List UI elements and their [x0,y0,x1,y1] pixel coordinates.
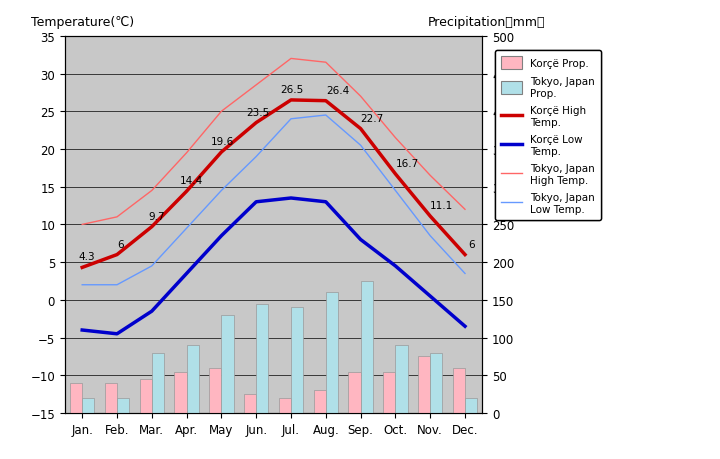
Text: 6: 6 [117,239,124,249]
Bar [395,345,408,413]
Text: 4.3: 4.3 [78,252,95,262]
Bar [314,391,325,413]
Bar [174,372,186,413]
Legend: Korçë Prop., Tokyo, Japan
Prop., Korçë High
Temp., Korçë Low
Temp., Tokyo, Japan: Korçë Prop., Tokyo, Japan Prop., Korçë H… [495,51,601,220]
Bar [105,383,117,413]
Text: 19.6: 19.6 [211,137,234,146]
Bar [418,357,430,413]
Bar [453,368,465,413]
Text: 22.7: 22.7 [361,113,384,123]
Bar [117,398,129,413]
Bar [222,315,233,413]
Bar [210,368,221,413]
Bar [70,383,82,413]
Text: 9.7: 9.7 [148,211,165,221]
Bar [152,353,164,413]
Bar [82,398,94,413]
Bar [140,379,152,413]
Bar [325,293,338,413]
Text: 6: 6 [469,239,475,249]
Bar [186,345,199,413]
Bar [348,372,361,413]
Bar [291,308,303,413]
Bar [383,372,395,413]
Text: Precipitation（mm）: Precipitation（mm） [428,16,545,29]
Bar [431,353,442,413]
Bar [361,281,373,413]
Bar [244,394,256,413]
Text: 11.1: 11.1 [431,201,454,211]
Bar [256,304,269,413]
Bar [279,398,291,413]
Text: Temperature(℃): Temperature(℃) [32,16,135,29]
Text: 23.5: 23.5 [246,107,269,117]
Text: 14.4: 14.4 [180,176,203,186]
Bar [465,398,477,413]
Text: 26.5: 26.5 [281,85,304,95]
Text: 16.7: 16.7 [395,158,418,168]
Text: 26.4: 26.4 [325,85,349,95]
